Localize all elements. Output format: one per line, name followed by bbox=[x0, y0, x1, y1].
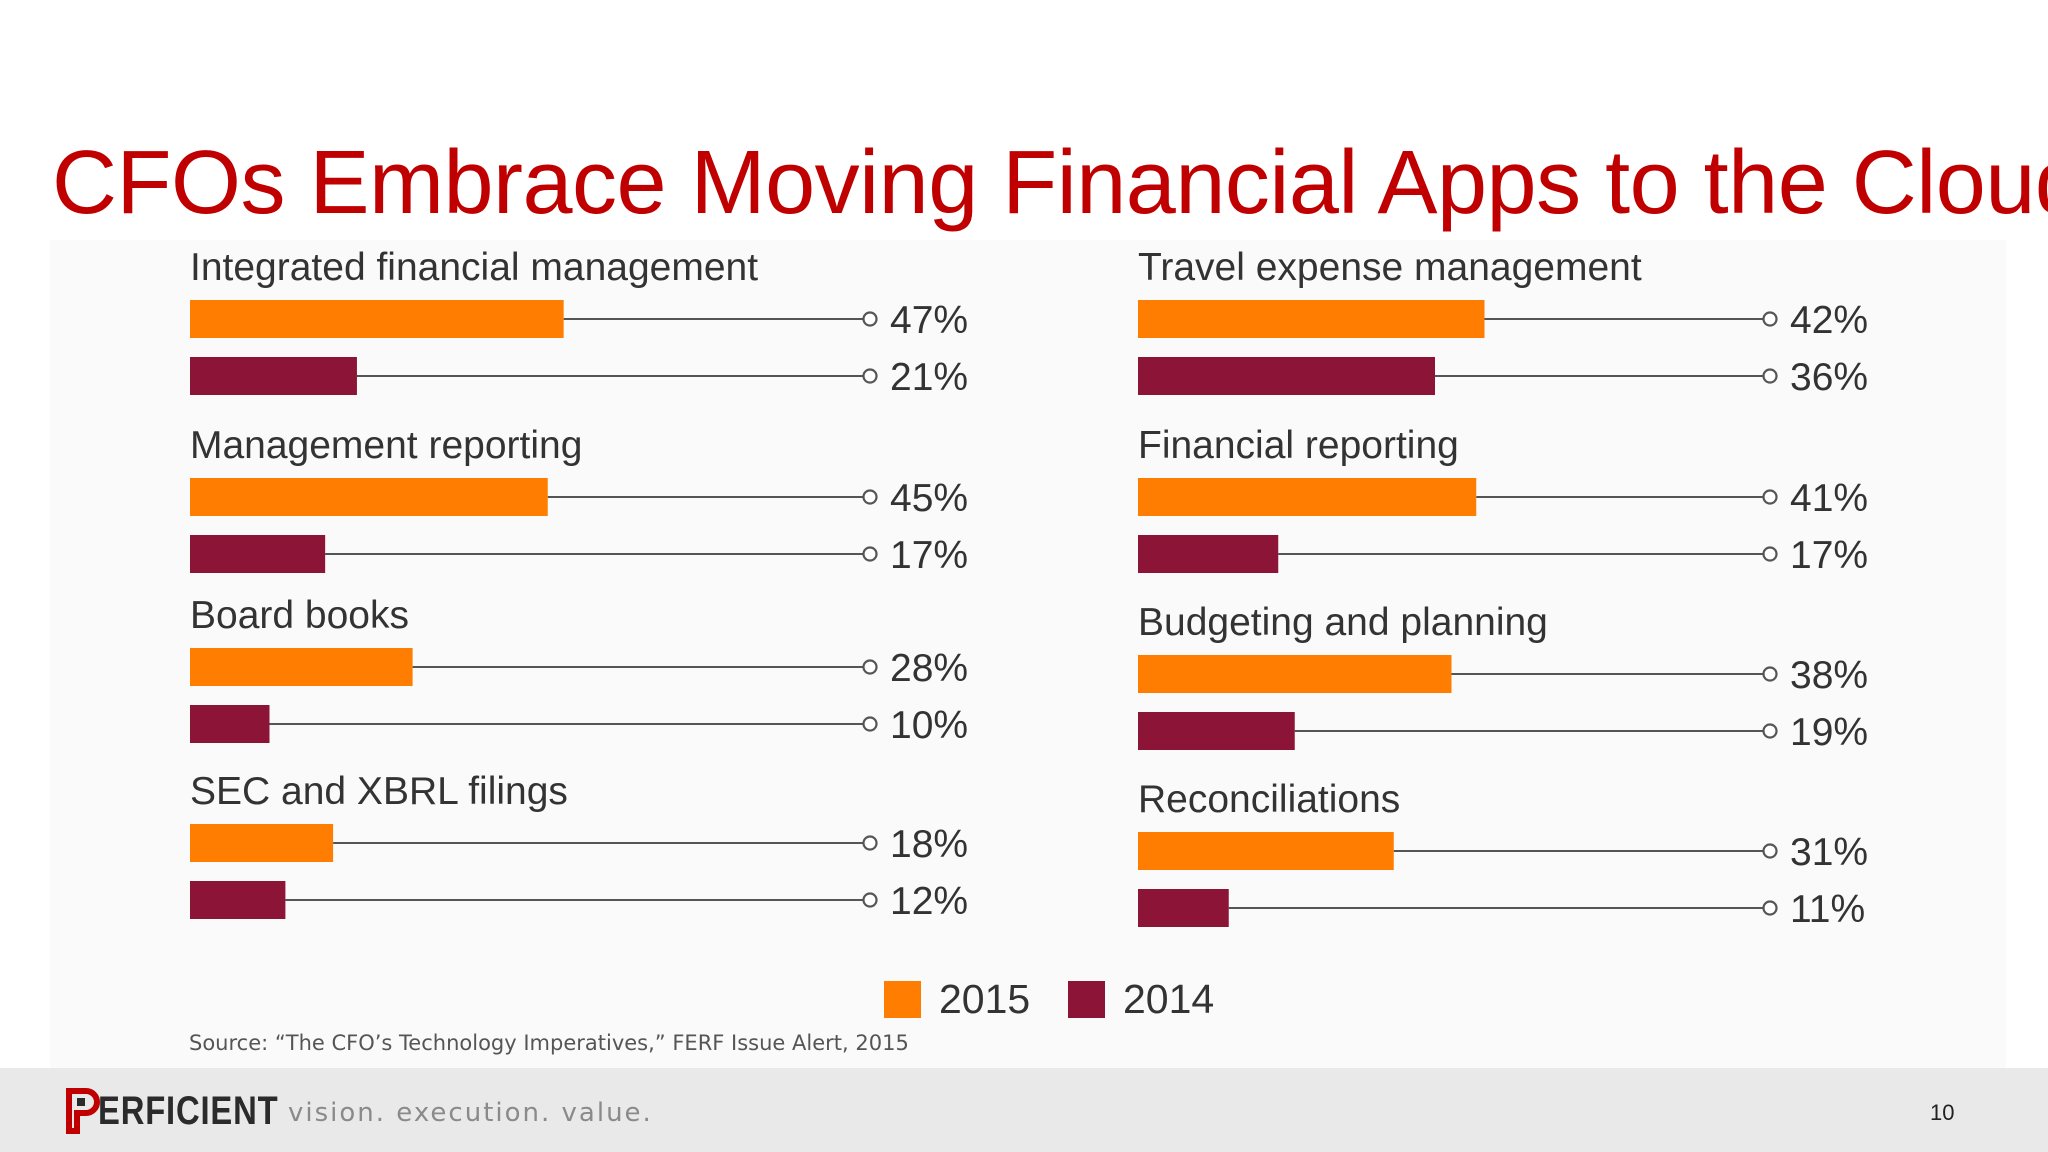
leader-end-marker bbox=[862, 311, 878, 327]
perficient-logo: ERFICIENT bbox=[66, 1086, 318, 1136]
logo-wordmark: ERFICIENT bbox=[98, 1088, 279, 1133]
value-label: 42% bbox=[1790, 299, 1868, 342]
value-label: 10% bbox=[890, 704, 968, 747]
bar-2014 bbox=[190, 535, 326, 573]
value-label: 36% bbox=[1790, 356, 1868, 399]
bar-2015 bbox=[190, 478, 548, 516]
value-label: 17% bbox=[1790, 534, 1868, 577]
bar-2014 bbox=[1138, 889, 1229, 927]
bar-2015 bbox=[190, 648, 413, 686]
leader-end-marker bbox=[1762, 900, 1778, 916]
legend-label-2014: 2014 bbox=[1123, 976, 1214, 1022]
category-label: Board books bbox=[190, 594, 409, 637]
bar-2015 bbox=[190, 300, 564, 338]
leader-end-marker bbox=[1762, 843, 1778, 859]
category-label: Financial reporting bbox=[1138, 424, 1459, 467]
leader-end-marker bbox=[862, 892, 878, 908]
category-label: Budgeting and planning bbox=[1138, 601, 1548, 644]
category-label: Integrated financial management bbox=[190, 246, 758, 289]
category-label: Travel expense management bbox=[1138, 246, 1642, 289]
footer-bar: ERFICIENT vision. execution. value. 10 bbox=[0, 1068, 2048, 1152]
leader-end-marker bbox=[1762, 311, 1778, 327]
legend-label-2015: 2015 bbox=[939, 976, 1030, 1022]
leader-end-marker bbox=[862, 368, 878, 384]
bar-2015 bbox=[1138, 300, 1485, 338]
leader-end-marker bbox=[1762, 368, 1778, 384]
leader-end-marker bbox=[1762, 489, 1778, 505]
value-label: 11% bbox=[1790, 888, 1865, 931]
bar-2014 bbox=[190, 357, 357, 395]
leader-end-marker bbox=[862, 489, 878, 505]
bar-2014 bbox=[1138, 535, 1279, 573]
value-label: 28% bbox=[890, 647, 968, 690]
bar-2014 bbox=[190, 881, 286, 919]
legend-swatch-2014 bbox=[1068, 981, 1105, 1018]
value-label: 47% bbox=[890, 299, 968, 342]
value-label: 45% bbox=[890, 477, 968, 520]
leader-end-marker bbox=[1762, 546, 1778, 562]
bar-2014 bbox=[1138, 712, 1295, 750]
leader-end-marker bbox=[862, 546, 878, 562]
bar-2014 bbox=[190, 705, 270, 743]
bar-2015 bbox=[1138, 478, 1477, 516]
value-label: 38% bbox=[1790, 654, 1868, 697]
slide-title: CFOs Embrace Moving Financial Apps to th… bbox=[52, 133, 2048, 233]
legend-swatch-2015 bbox=[884, 981, 921, 1018]
value-label: 31% bbox=[1790, 831, 1868, 874]
category-label: Management reporting bbox=[190, 424, 582, 467]
value-label: 19% bbox=[1790, 711, 1868, 754]
page-number: 10 bbox=[1930, 1100, 1955, 1125]
source-note: Source: “The CFO’s Technology Imperative… bbox=[189, 1031, 909, 1055]
bar-2015 bbox=[1138, 832, 1394, 870]
value-label: 41% bbox=[1790, 477, 1868, 520]
value-label: 12% bbox=[890, 880, 968, 923]
value-label: 21% bbox=[890, 356, 968, 399]
leader-end-marker bbox=[1762, 666, 1778, 682]
leader-end-marker bbox=[862, 835, 878, 851]
bar-2015 bbox=[1138, 655, 1452, 693]
perficient-p-logo-icon bbox=[66, 1088, 100, 1134]
bar-2015 bbox=[190, 824, 334, 862]
leader-end-marker bbox=[862, 659, 878, 675]
bar-2014 bbox=[1138, 357, 1435, 395]
tagline: vision. execution. value. bbox=[288, 1098, 653, 1128]
leader-end-marker bbox=[862, 716, 878, 732]
value-label: 17% bbox=[890, 534, 968, 577]
category-label: SEC and XBRL filings bbox=[190, 770, 568, 813]
leader-end-marker bbox=[1762, 723, 1778, 739]
value-label: 18% bbox=[890, 823, 968, 866]
category-label: Reconciliations bbox=[1138, 778, 1400, 821]
